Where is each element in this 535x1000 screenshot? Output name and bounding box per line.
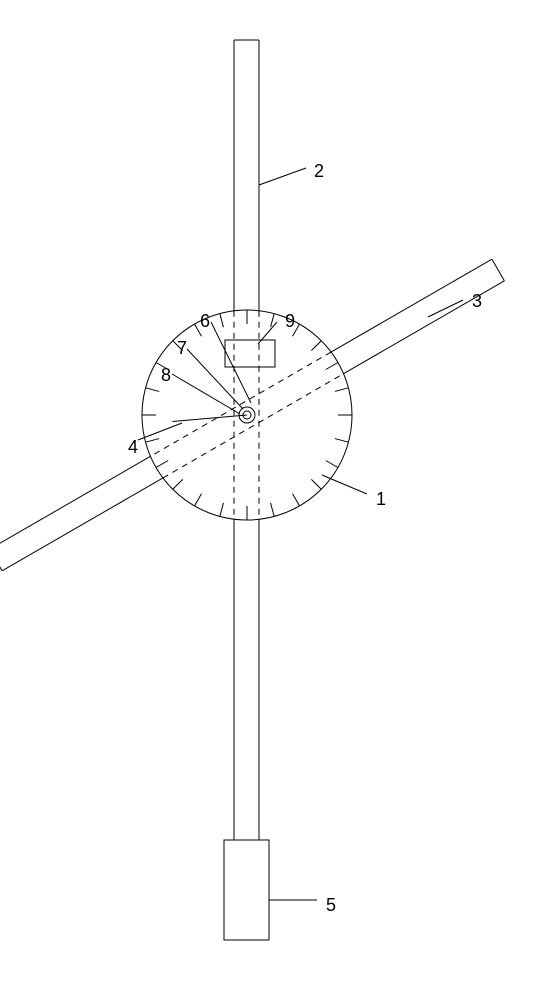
label-3: 3 <box>472 291 482 311</box>
dial-tick <box>293 494 300 506</box>
dial-tick <box>220 314 224 328</box>
display-box <box>225 340 275 367</box>
dial-tick <box>195 494 202 506</box>
leader-8 <box>172 374 240 414</box>
leader-9 <box>258 322 277 344</box>
labels: 1 2 3 4 5 678 9 <box>128 161 482 915</box>
leader-4 <box>138 423 182 440</box>
label-8: 8 <box>161 365 171 385</box>
diagonal-bar-edge <box>0 456 150 549</box>
leader-2 <box>259 168 306 185</box>
dial-tick <box>311 341 321 351</box>
pointer-needle <box>172 415 247 422</box>
label-2: 2 <box>314 161 324 181</box>
dial-tick <box>335 388 349 392</box>
base-box <box>224 840 269 940</box>
dial-tick <box>156 461 168 468</box>
diagonal-bar-hidden-edge <box>150 352 331 456</box>
leader-6 <box>211 322 251 403</box>
label-4: 4 <box>128 437 138 457</box>
label-1: 1 <box>376 489 386 509</box>
label-9: 9 <box>285 311 295 331</box>
leader-7 <box>187 349 243 409</box>
dial-tick <box>311 479 321 489</box>
dial-tick <box>146 388 160 392</box>
dial-tick <box>271 503 275 517</box>
diagonal-bar-edge <box>492 259 505 281</box>
label-7: 7 <box>177 338 187 358</box>
dial-tick <box>271 314 275 328</box>
leader-1 <box>322 475 367 494</box>
dial-tick <box>146 439 160 443</box>
label-6: 6 <box>200 311 210 331</box>
dial-tick <box>326 461 338 468</box>
label-5: 5 <box>326 895 336 915</box>
dial-tick <box>326 363 338 370</box>
diagonal-bar-edge <box>331 259 492 352</box>
dial-tick <box>220 503 224 517</box>
diagonal-bar-edge <box>0 549 2 571</box>
diagonal-bar-edge <box>2 478 163 571</box>
dial-tick <box>173 479 183 489</box>
dial-tick <box>335 439 349 443</box>
diagonal-bar-hidden-edge <box>163 374 344 478</box>
